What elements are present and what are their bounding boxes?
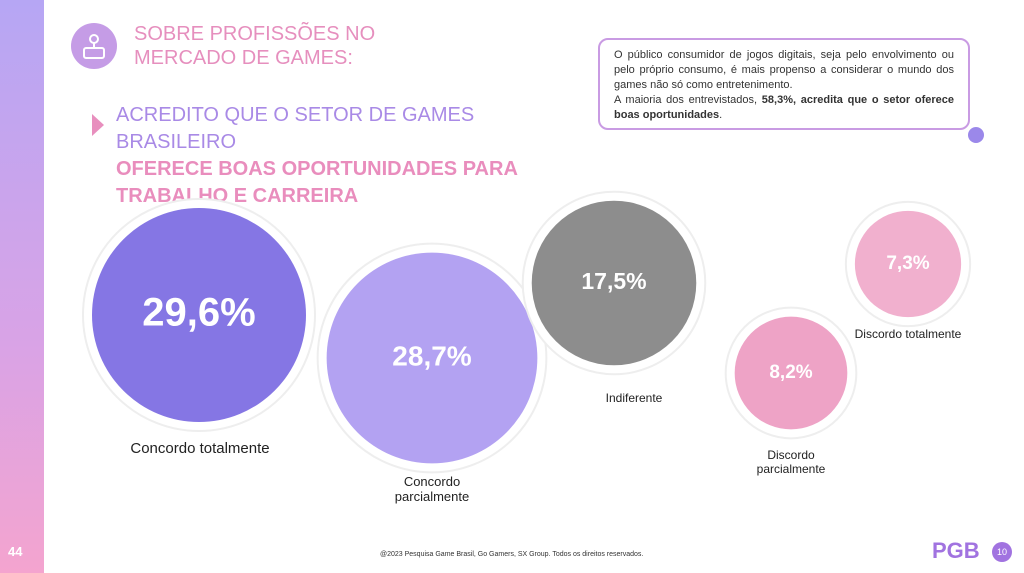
value-label: 17,5%: [581, 268, 646, 294]
bubble: [531, 200, 697, 366]
page-number: 44: [8, 544, 23, 559]
category-label: Discordo parcialmente: [756, 448, 826, 476]
value-label: 8,2%: [769, 362, 812, 383]
copyright: @2023 Pesquisa Game Brasil, Go Gamers, S…: [380, 551, 644, 558]
header-icon: [71, 23, 117, 69]
category-label: Concordo parcialmente: [394, 474, 470, 504]
category-label: Indiferente: [605, 391, 663, 405]
bubble: [854, 210, 962, 318]
arrow: [92, 114, 104, 136]
header-title: SOBRE PROFISSÕES NO MERCADO DE GAMES:: [134, 23, 376, 69]
bubble: [734, 316, 848, 430]
callout: O público consumidor de jogos digitais, …: [598, 38, 970, 130]
logo: PGB: [932, 538, 980, 563]
side-stripe: [0, 0, 44, 573]
bubble: [92, 208, 306, 422]
bubble: [326, 252, 538, 464]
callout-dot: [968, 127, 984, 143]
category-label: Concordo totalmente: [130, 440, 270, 457]
value-label: 29,6%: [142, 291, 255, 335]
value-label: 7,3%: [886, 253, 929, 274]
headline: ACREDITO QUE O SETOR DE GAMES BRASILEIRO…: [116, 104, 518, 207]
category-label: Discordo totalmente: [854, 327, 962, 341]
logo-badge: 10: [992, 542, 1012, 562]
value-label: 28,7%: [392, 340, 471, 371]
